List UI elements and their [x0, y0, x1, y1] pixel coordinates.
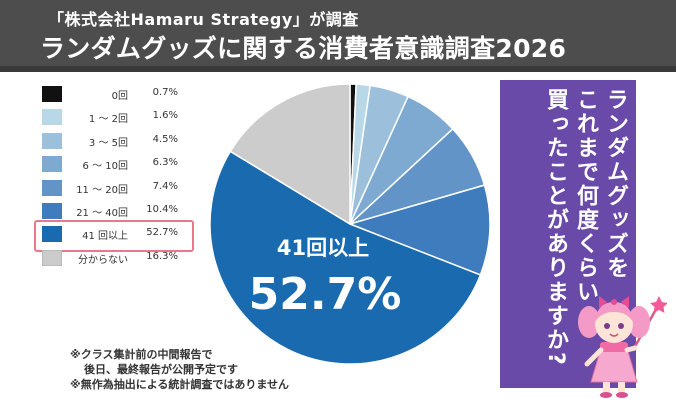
legend-item: 0回 0.7% — [38, 84, 198, 104]
legend-value: 7.4% — [152, 180, 178, 192]
legend-label: 41 回以上 — [82, 231, 128, 243]
legend-item: 41 回以上 52.7% — [34, 220, 198, 253]
page-title: ランダムグッズに関する消費者意識調査2026 — [40, 34, 567, 63]
pie-slice — [229, 83, 351, 226]
legend-item: 分からない 16.3% — [38, 248, 198, 268]
mascot-girl-illustration — [578, 296, 667, 398]
legend-label: 3 ～ 5回 — [88, 137, 128, 149]
footnote-2: 後日、最終報告が公開予定です — [84, 363, 238, 376]
survey-by-label: 「株式会社Hamaru Strategy」が調査 — [48, 10, 359, 29]
pie-svg: 41回以上 52.7% — [209, 83, 491, 365]
legend-value: 4.5% — [152, 133, 178, 145]
legend-item: 3 ～ 5回 4.5% — [38, 131, 198, 151]
legend-item: 11 ～ 20回 7.4% — [38, 178, 198, 198]
pie-slice — [209, 150, 482, 365]
legend-value: 52.7% — [146, 227, 178, 239]
legend-swatch — [42, 249, 62, 266]
legend-label: 11 ～ 20回 — [76, 184, 128, 196]
legend-label: 分からない — [78, 254, 128, 266]
pie-chart: 41回以上 52.7% — [205, 79, 495, 369]
legend-label: 6 ～ 10回 — [82, 161, 128, 173]
legend-value: 10.4% — [146, 204, 178, 215]
legend-swatch — [42, 179, 62, 196]
legend-item: 6 ～ 10回 6.3% — [38, 154, 198, 174]
legend-swatch — [42, 86, 62, 102]
header-banner: 「株式会社Hamaru Strategy」が調査 ランダムグッズに関する消費者意… — [0, 0, 676, 72]
legend-item: 1 ～ 2回 1.6% — [38, 107, 198, 127]
legend-swatch — [42, 109, 62, 126]
legend-swatch — [42, 226, 62, 243]
legend-swatch — [42, 156, 62, 173]
pie-slice — [347, 184, 491, 276]
legend-label: 1 ～ 2回 — [88, 114, 128, 126]
footnote-3: ※無作為抽出による統計調査ではありません — [70, 378, 290, 391]
legend-swatch — [42, 132, 62, 149]
legend-label: 0回 — [111, 91, 128, 102]
legend-value: 6.3% — [152, 157, 178, 169]
footnotes: ※クラス集計前の中間報告で 後日、最終報告が公開予定です ※無作為抽出による統計… — [70, 347, 400, 392]
legend-value: 1.6% — [152, 110, 178, 122]
legend-swatch — [42, 203, 62, 219]
footnote-1: ※クラス集計前の中間報告で — [70, 348, 213, 361]
legend-label: 21 ～ 40回 — [76, 208, 128, 219]
legend-item: 21 ～ 40回 10.4% — [38, 201, 198, 221]
legend-value: 16.3% — [146, 250, 178, 262]
question-panel: ランダムグッズを これまで何度くらい 買ったことがありますか? — [500, 80, 636, 388]
survey-question: ランダムグッズを これまで何度くらい 買ったことがありますか? — [543, 88, 628, 367]
legend-value: 0.7% — [152, 87, 178, 98]
callout-label: 41回以上 — [277, 236, 369, 260]
callout-value: 52.7% — [249, 269, 402, 320]
